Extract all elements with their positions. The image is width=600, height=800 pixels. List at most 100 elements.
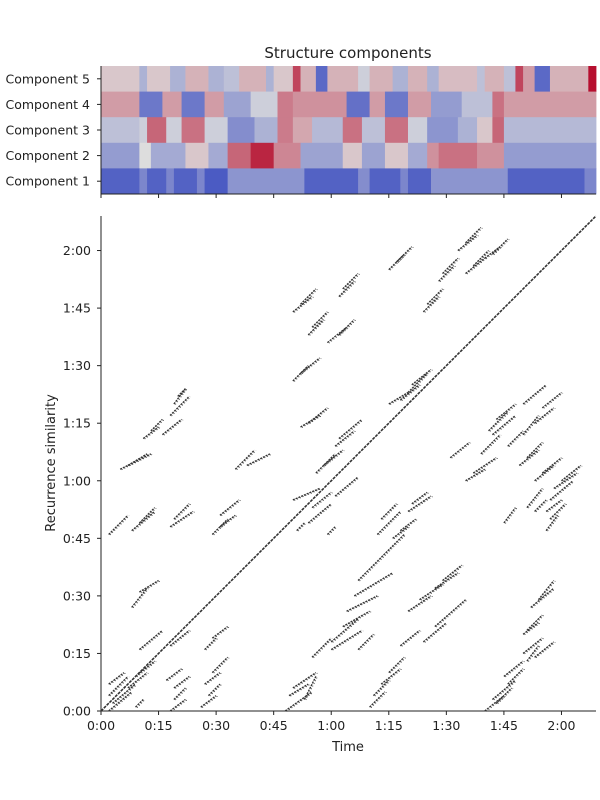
recurrence-segment xyxy=(296,522,305,532)
heatmap-cell xyxy=(384,142,409,169)
recurrence-segment xyxy=(300,414,321,428)
recurrence-segment xyxy=(503,507,516,524)
recurrence-segment xyxy=(340,281,357,298)
recurrence-segment xyxy=(161,418,183,436)
recurrence-marks xyxy=(100,215,597,712)
recurrence-segment xyxy=(407,372,428,394)
recurrence-segment xyxy=(524,415,541,436)
recurrence-segment xyxy=(311,637,332,658)
recurrence-segment xyxy=(121,454,153,471)
heatmap-cell xyxy=(266,66,275,92)
recurrence-segment xyxy=(424,296,441,313)
heatmap-cell xyxy=(477,66,486,92)
row-label: Component 2 xyxy=(6,148,91,163)
recurrence-segment xyxy=(524,638,545,655)
recurrence-segment xyxy=(465,468,486,482)
recurrence-segment xyxy=(522,637,543,654)
recurrence-segment xyxy=(382,668,403,685)
recurrence-segment xyxy=(167,668,184,682)
heatmap-cell xyxy=(342,142,363,169)
recurrence-segment xyxy=(399,518,417,532)
heatmap-cell xyxy=(327,66,359,92)
recurrence-segment xyxy=(551,480,575,501)
recurrence-segment xyxy=(522,384,547,405)
main-diagonal xyxy=(100,215,597,712)
heatmap-cell xyxy=(361,142,386,169)
components-row-labels: Component 5 Component 4 Component 3 Compone… xyxy=(6,71,101,189)
recurrence-segment xyxy=(221,515,238,528)
y-tick-label: 1:15 xyxy=(63,416,91,431)
x-tick-label: 1:15 xyxy=(375,718,403,733)
recurrence-segment xyxy=(553,472,578,490)
recurrence-segment xyxy=(307,407,328,424)
recurrence-segment xyxy=(340,319,357,336)
recurrence-segment xyxy=(474,457,498,474)
recurrence-segment xyxy=(442,564,463,582)
recurrence-segment xyxy=(505,661,525,678)
recurrence-segment xyxy=(328,327,349,344)
heatmap-cell xyxy=(166,117,182,144)
recurrence-segment xyxy=(171,511,195,528)
y-tick-label: 0:15 xyxy=(63,646,91,661)
heatmap-cell xyxy=(227,168,305,195)
recurrence-segment xyxy=(303,676,317,700)
heatmap-cell xyxy=(204,91,225,118)
heatmap-cell xyxy=(503,142,597,169)
recurrence-segment xyxy=(419,583,443,601)
recurrence-segment xyxy=(545,514,559,532)
heatmap-cell xyxy=(384,91,409,118)
recurrence-segment xyxy=(209,684,222,697)
recurrence-segment xyxy=(109,692,134,712)
recurrence-segment xyxy=(393,526,410,540)
heatmap-cell xyxy=(312,117,344,144)
heatmap-cell xyxy=(407,91,432,118)
components-axes xyxy=(100,66,596,198)
recurrence-segment xyxy=(338,418,363,440)
recurrence-segment xyxy=(113,684,138,705)
y-tick-label: 0:00 xyxy=(63,704,91,719)
recurrence-segment xyxy=(307,503,332,524)
row-label: Component 3 xyxy=(6,123,91,138)
recurrence-segment xyxy=(413,492,429,505)
recurrence-segment xyxy=(422,296,440,313)
recurrence-segment xyxy=(390,392,410,405)
heatmap-cell xyxy=(438,66,478,92)
row-label: Component 4 xyxy=(6,97,91,112)
recurrence-segment xyxy=(129,454,149,467)
recurrence-segment xyxy=(539,580,556,601)
heatmap-cell xyxy=(427,66,440,92)
recurrence-segment xyxy=(428,289,445,306)
recurrence-segment xyxy=(466,258,487,275)
heatmap-cell xyxy=(461,91,493,118)
recurrence-segment xyxy=(131,510,156,532)
row-label: Component 1 xyxy=(6,174,91,189)
heatmap-cell xyxy=(208,142,229,169)
components-title: Structure components xyxy=(264,44,431,62)
recurrence-segment xyxy=(382,504,399,520)
recurrence-segment xyxy=(324,450,345,467)
recurrence-segment xyxy=(119,453,152,470)
recurrence-segment xyxy=(526,441,543,459)
recurrence-segment xyxy=(388,656,405,674)
heatmap-cell xyxy=(147,66,171,92)
recurrence-segment xyxy=(338,280,355,298)
recurrence-segment xyxy=(530,587,555,608)
recurrence-segment xyxy=(169,395,190,417)
recurrence-segment xyxy=(138,629,163,651)
recurrence-segment xyxy=(140,580,161,593)
recurrence-segment xyxy=(108,691,133,712)
recurrence-segment xyxy=(323,449,344,466)
recurrence-segment xyxy=(294,365,310,382)
recurrence-segment xyxy=(484,695,505,712)
heatmap-cell xyxy=(407,66,428,92)
recurrence-segment xyxy=(505,507,518,524)
recurrence-segment xyxy=(205,638,218,651)
heatmap-cell xyxy=(185,142,209,169)
recurrence-segment xyxy=(376,510,401,535)
y-tick-label: 0:45 xyxy=(63,531,91,546)
recurrence-segment xyxy=(488,411,509,432)
heatmap-cell xyxy=(101,168,140,195)
recurrence-segment xyxy=(138,507,156,524)
recurrence-segment xyxy=(547,515,560,532)
recurrence-segment xyxy=(549,503,566,520)
